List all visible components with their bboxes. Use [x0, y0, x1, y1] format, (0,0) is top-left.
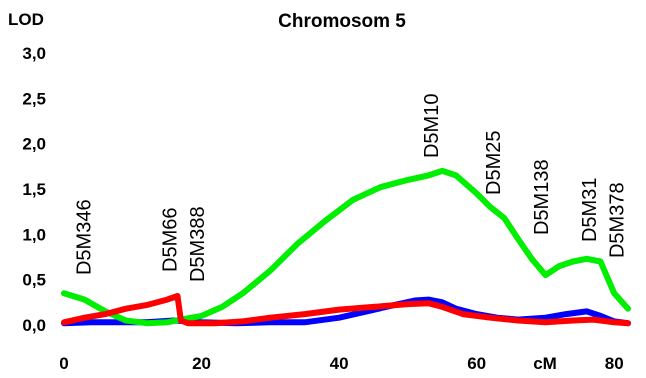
y-tick-label: 2,0: [22, 135, 46, 154]
y-tick-label: 0,0: [22, 316, 46, 335]
marker-label-d5m138: D5M138: [531, 159, 553, 235]
x-tick-labels: 0 20 40 60 80: [59, 354, 623, 373]
marker-label-d5m388: D5M388: [187, 206, 209, 282]
series-line-2: [61, 293, 631, 327]
x-tick-label: 60: [467, 354, 486, 373]
y-tick-label: 1,0: [22, 225, 46, 244]
x-tick-label: 20: [192, 354, 211, 373]
marker-label-d5m66: D5M66: [160, 208, 182, 272]
x-axis-label: cM: [533, 354, 557, 373]
marker-labels: D5M346 D5M66 D5M388 D5M10 D5M25 D5M138 D5M31 D5…: [74, 94, 629, 282]
marker-label-d5m31: D5M31: [579, 178, 601, 242]
series-lines: [61, 167, 631, 327]
series-line-0: [61, 167, 631, 327]
y-tick-labels: 0,0 0,5 1,0 1,5 2,0 2,5 3,0: [22, 44, 46, 335]
marker-label-d5m10: D5M10: [421, 94, 443, 158]
marker-label-d5m346: D5M346: [74, 199, 96, 275]
marker-label-d5m25: D5M25: [483, 131, 505, 195]
x-tick-label: 80: [605, 354, 624, 373]
marker-label-d5m378: D5M378: [607, 182, 629, 258]
x-tick-label: 0: [59, 354, 68, 373]
chart-title: Chromosom 5: [278, 11, 406, 32]
x-tick-label: 40: [330, 354, 349, 373]
y-tick-label: 0,5: [22, 271, 46, 290]
y-axis-label: LOD: [8, 10, 44, 29]
y-tick-label: 2,5: [22, 89, 46, 108]
y-tick-label: 1,5: [22, 180, 46, 199]
y-tick-label: 3,0: [22, 44, 46, 63]
